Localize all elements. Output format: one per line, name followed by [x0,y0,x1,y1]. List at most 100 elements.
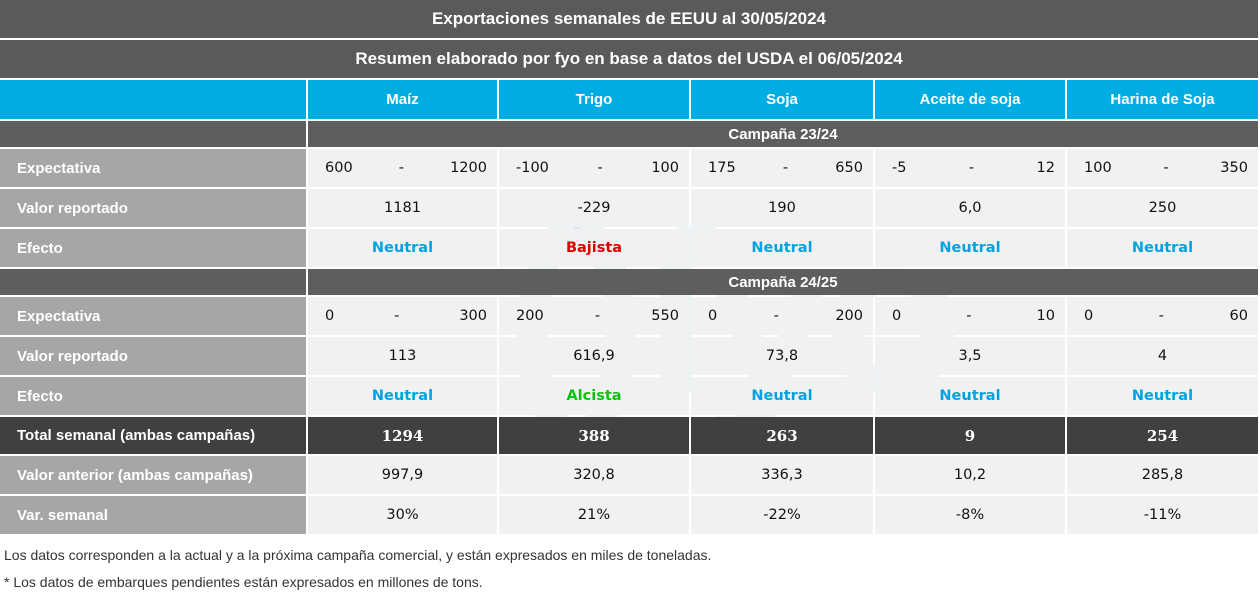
campaign-label: Campaña 24/25 [308,269,1258,295]
reportado-row: Valor reportado 1181 -229 190 6,0 250 [0,189,1258,227]
expectativa-row: Expectativa 0 - 300 200 - 550 0 - 200 0 - 10 0 - 60 [0,297,1258,335]
footnote-pending: * Los datos de embarques pendientes está… [4,574,483,590]
effect-badge: Neutral [1067,377,1258,415]
row-label: Valor anterior (ambas campañas) [0,456,306,494]
range-low: -100 [516,160,549,176]
campaign-empty [0,269,306,295]
range-high: 300 [459,308,487,324]
previous-value: 336,3 [691,456,873,494]
range-high: 200 [835,308,863,324]
range-low: 100 [1084,160,1112,176]
range-low: 0 [325,308,335,324]
row-label: Total semanal (ambas campañas) [0,417,306,454]
range-sep: - [966,308,972,324]
range-sep: - [394,308,400,324]
table-title: Exportaciones semanales de EEUU al 30/05… [0,0,1258,38]
range-sep: - [597,160,603,176]
campaign-row: Campaña 23/24 [0,121,1258,147]
column-header: Soja [691,80,873,119]
effect-badge: Bajista [499,229,689,267]
range-high: 350 [1220,160,1248,176]
row-label: Expectativa [0,297,306,335]
effect-badge: Neutral [1067,229,1258,267]
reported-value: 190 [691,189,873,227]
effect-badge: Neutral [875,377,1065,415]
total-value: 263 [691,417,873,454]
weekly-variation: -11% [1067,496,1258,534]
expectativa-range: 600 - 1200 [308,149,497,187]
range-sep: - [398,160,404,176]
row-label: Valor reportado [0,337,306,375]
reported-value: 3,5 [875,337,1065,375]
effect-badge: Alcista [499,377,689,415]
total-value: 254 [1067,417,1258,454]
range-low: 0 [1084,308,1094,324]
total-value: 388 [499,417,689,454]
range-sep: - [594,308,601,324]
previous-value: 320,8 [499,456,689,494]
column-header: Maíz [308,80,497,119]
row-label: Expectativa [0,149,306,187]
range-sep: - [1163,160,1169,176]
efecto-row: Efecto Neutral Bajista Neutral Neutral Neutra… [0,229,1258,267]
range-sep: - [782,160,789,176]
expectativa-range: 175 - 650 [691,149,873,187]
effect-badge: Neutral [875,229,1065,267]
reported-value: 250 [1067,189,1258,227]
range-high: 1200 [450,160,487,176]
efecto-row: Efecto Neutral Alcista Neutral Neutral Neutra… [0,377,1258,415]
reported-value: 4 [1067,337,1258,375]
column-header-row: Maíz Trigo Soja Aceite de soja Harina de Soj… [0,80,1258,119]
range-high: 550 [651,308,679,324]
expectativa-row: Expectativa 600-1200 -100-100 175-650 -5-12 1… [0,149,1258,187]
subtitle-row: Resumen elaborado por fyo en base a dato… [0,40,1258,78]
previous-value: 285,8 [1067,456,1258,494]
range-low: 600 [325,160,353,176]
reported-value: -229 [499,189,689,227]
effect-badge: Neutral [308,377,497,415]
effect-badge: Neutral [691,229,873,267]
title-row: Exportaciones semanales de EEUU al 30/05… [0,0,1258,38]
range-sep: - [968,160,975,176]
expectativa-range: 0 - 10 [875,297,1065,335]
expectativa-range: 0 - 200 [691,297,873,335]
expectativa-range: 200 - 550 [499,297,689,335]
var-row: Var. semanal 30% 21% -22% -8% -11% [0,496,1258,534]
footnote-units: Los datos corresponden a la actual y a l… [4,547,712,563]
expectativa-range: 100 - 350 [1067,149,1258,187]
range-sep: - [773,308,779,324]
table-subtitle: Resumen elaborado por fyo en base a dato… [0,40,1258,78]
weekly-variation: -8% [875,496,1065,534]
range-sep: - [1158,308,1164,324]
range-low: -5 [892,160,907,176]
expectativa-range: -100-100 [499,149,689,187]
reported-value: 6,0 [875,189,1065,227]
column-header: Aceite de soja [875,80,1065,119]
exports-table: Exportaciones semanales de EEUU al 30/05… [0,0,1258,534]
expectativa-range: 0 - 60 [1067,297,1258,335]
reported-value: 73,8 [691,337,873,375]
range-low: 175 [708,160,736,176]
effect-badge: Neutral [308,229,497,267]
reportado-row: Valor reportado 113 616,9 73,8 3,5 4 [0,337,1258,375]
row-label: Valor reportado [0,189,306,227]
campaign-label: Campaña 23/24 [308,121,1258,147]
anterior-row: Valor anterior (ambas campañas) 997,9 320,… [0,456,1258,494]
weekly-variation: 21% [499,496,689,534]
previous-value: 10,2 [875,456,1065,494]
previous-value: 997,9 [308,456,497,494]
range-high: 60 [1229,308,1248,324]
range-high: 650 [835,160,863,176]
total-row: Total semanal (ambas campañas) 1294 388 263… [0,417,1258,454]
range-high: 10 [1036,308,1055,324]
range-high: 100 [651,160,679,176]
weekly-variation: 30% [308,496,497,534]
reported-value: 1181 [308,189,497,227]
header-empty [0,80,306,119]
campaign-empty [0,121,306,147]
row-label: Efecto [0,377,306,415]
range-low: 200 [516,308,544,324]
expectativa-range: -5 - 12 [875,149,1065,187]
row-label: Efecto [0,229,306,267]
range-low: 0 [892,308,902,324]
